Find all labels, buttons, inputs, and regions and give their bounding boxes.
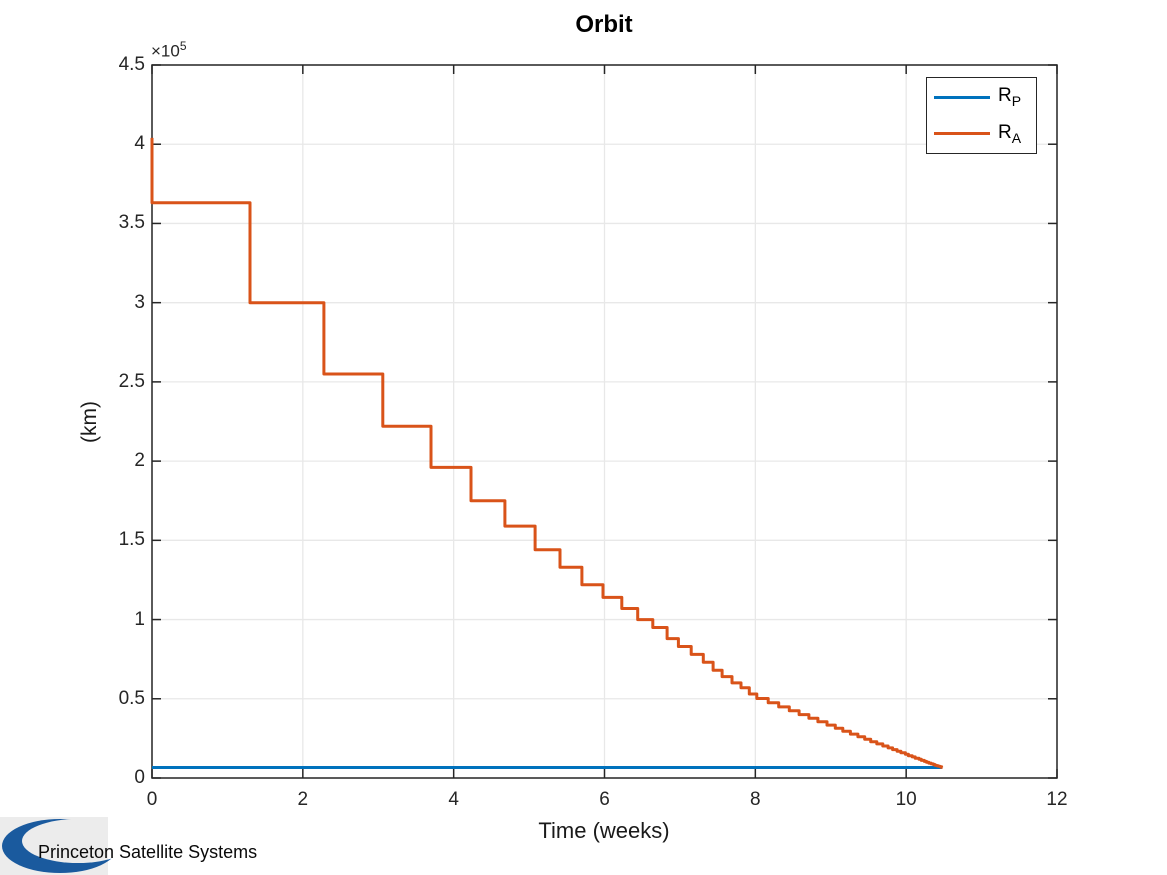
legend-label: RA <box>998 121 1022 146</box>
y-tick-label: 3 <box>134 291 145 313</box>
y-tick-label: 4.5 <box>118 54 145 75</box>
legend[interactable]: RP RA <box>926 77 1037 154</box>
scale-exponent: 5 <box>179 39 187 53</box>
legend-item-rp[interactable]: RP <box>927 80 1036 114</box>
scale-base: ×10 <box>151 41 180 61</box>
y-axis-label: (km) <box>78 401 101 443</box>
y-tick-label: 1 <box>134 608 145 630</box>
x-tick-label: 4 <box>448 789 459 810</box>
x-tick-label: 6 <box>599 789 610 810</box>
pss-crescent-icon <box>0 817 130 875</box>
y-tick-label: 4 <box>134 133 145 155</box>
legend-line-sample <box>934 132 990 136</box>
y-tick-label: 2.5 <box>118 370 145 392</box>
x-tick-label: 0 <box>146 789 158 810</box>
y-tick-label: 1.5 <box>118 529 145 551</box>
legend-label: RP <box>998 85 1022 110</box>
y-tick-label: 0.5 <box>118 687 145 709</box>
y-tick-label: 0 <box>134 767 145 788</box>
legend-item-ra[interactable]: RA <box>927 117 1036 151</box>
x-tick-label: 2 <box>297 789 309 810</box>
pss-logo-text: Princeton Satellite Systems <box>38 842 258 862</box>
x-tick-label: 8 <box>750 789 761 810</box>
x-tick-label: 12 <box>1046 789 1068 810</box>
x-tick-label: 10 <box>895 789 917 810</box>
x-axis-label: Time (weeks) <box>538 818 670 843</box>
y-tick-label: 3.5 <box>118 212 145 234</box>
chart-title: Orbit <box>575 11 633 38</box>
y-axis-scale-factor: ×105 <box>151 39 187 62</box>
y-tick-label: 2 <box>134 450 145 472</box>
series-ra-line[interactable] <box>150 137 944 769</box>
legend-line-sample <box>934 95 990 99</box>
